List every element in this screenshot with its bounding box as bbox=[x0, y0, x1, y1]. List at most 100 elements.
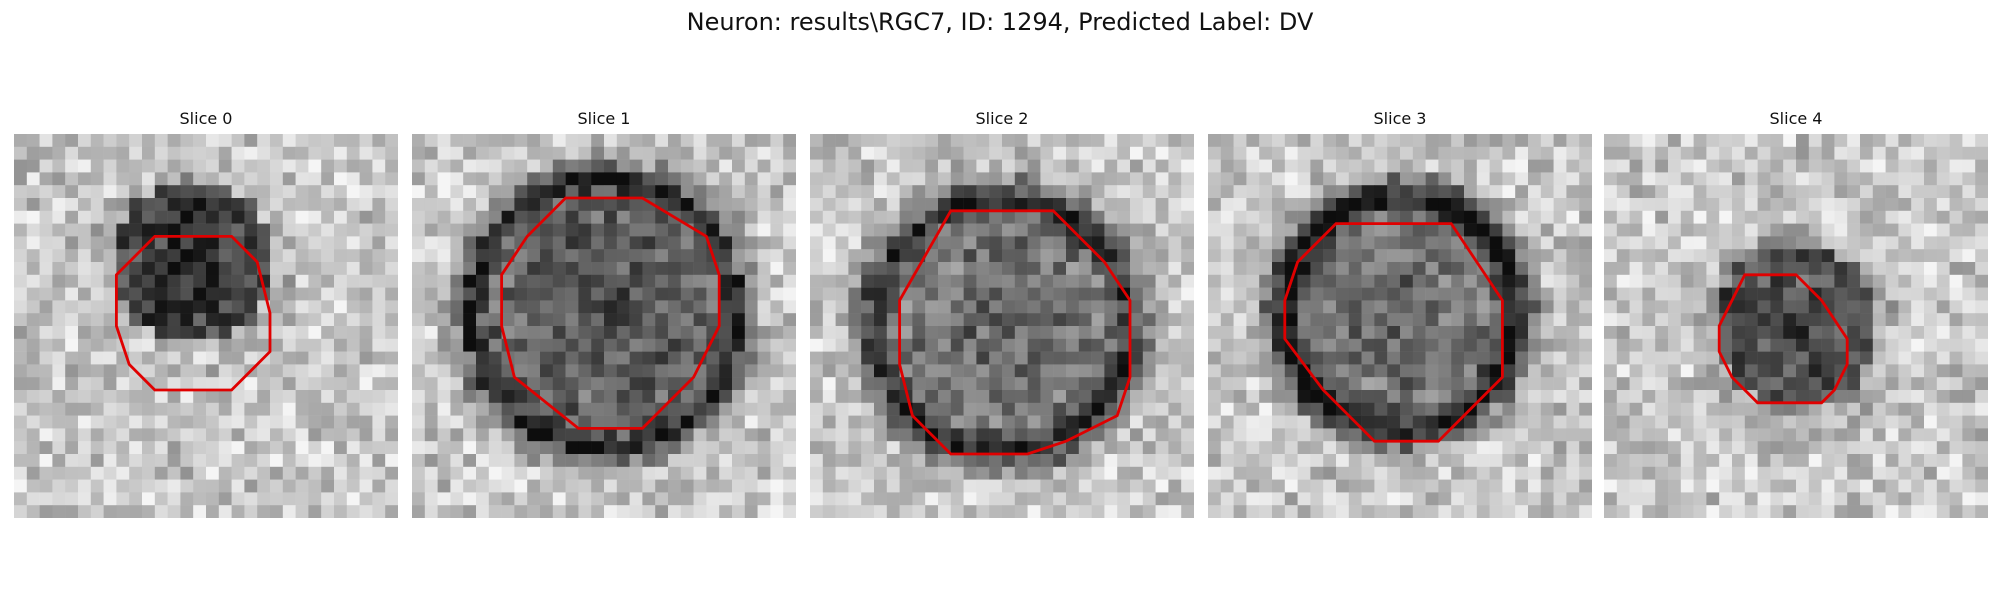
pixel bbox=[1348, 210, 1362, 224]
pixel bbox=[514, 313, 528, 327]
pixel bbox=[540, 223, 554, 237]
pixel bbox=[1078, 505, 1092, 518]
pixel bbox=[359, 287, 373, 301]
pixel bbox=[642, 300, 656, 314]
pixel bbox=[1616, 351, 1630, 365]
pixel bbox=[321, 466, 335, 480]
pixel bbox=[1680, 428, 1694, 442]
pixel bbox=[1374, 185, 1388, 199]
pixel bbox=[1361, 223, 1375, 237]
pixel bbox=[26, 454, 40, 468]
pixel bbox=[1898, 466, 1912, 480]
pixel bbox=[282, 262, 296, 276]
pixel bbox=[334, 210, 348, 224]
pixel bbox=[1374, 287, 1388, 301]
pixel bbox=[886, 134, 900, 148]
pixel bbox=[463, 466, 477, 480]
pixel bbox=[180, 454, 194, 468]
pixel bbox=[938, 415, 952, 429]
pixel bbox=[282, 479, 296, 493]
pixel bbox=[142, 505, 156, 518]
pixel bbox=[193, 505, 207, 518]
pixel bbox=[1924, 338, 1938, 352]
pixel bbox=[642, 454, 656, 468]
pixel bbox=[1014, 390, 1028, 404]
pixel bbox=[757, 134, 771, 148]
pixel bbox=[116, 210, 130, 224]
pixel bbox=[1796, 402, 1810, 416]
pixel bbox=[706, 441, 720, 455]
pixel bbox=[1155, 454, 1169, 468]
pixel bbox=[412, 262, 426, 276]
pixel bbox=[1770, 146, 1784, 160]
pixel bbox=[1464, 262, 1478, 276]
pixel bbox=[1924, 454, 1938, 468]
pixel bbox=[1297, 134, 1311, 148]
pixel bbox=[757, 262, 771, 276]
pixel bbox=[65, 300, 79, 314]
pixel bbox=[65, 287, 79, 301]
pixel bbox=[1515, 146, 1529, 160]
pixel bbox=[1732, 364, 1746, 378]
pixel bbox=[1066, 326, 1080, 340]
pixel bbox=[308, 338, 322, 352]
pixel bbox=[552, 287, 566, 301]
pixel bbox=[1553, 236, 1567, 250]
pixel bbox=[476, 249, 490, 263]
pixel bbox=[1515, 134, 1529, 148]
pixel bbox=[1616, 274, 1630, 288]
pixel bbox=[1885, 454, 1899, 468]
pixel bbox=[180, 185, 194, 199]
pixel bbox=[193, 146, 207, 160]
pixel bbox=[1680, 198, 1694, 212]
pixel bbox=[52, 505, 66, 518]
pixel bbox=[52, 236, 66, 250]
pixel bbox=[1579, 223, 1592, 237]
pixel bbox=[1642, 415, 1656, 429]
pixel bbox=[78, 287, 92, 301]
pixel bbox=[1438, 313, 1452, 327]
pixel bbox=[629, 492, 643, 506]
pixel bbox=[1936, 492, 1950, 506]
pixel bbox=[424, 249, 438, 263]
pixel bbox=[1757, 172, 1771, 186]
pixel bbox=[1091, 326, 1105, 340]
pixel bbox=[1808, 172, 1822, 186]
pixel bbox=[1451, 287, 1465, 301]
pixel bbox=[218, 210, 232, 224]
pixel bbox=[835, 262, 849, 276]
pixel bbox=[424, 326, 438, 340]
pixel bbox=[1847, 262, 1861, 276]
pixel bbox=[912, 172, 926, 186]
pixel bbox=[1155, 505, 1169, 518]
pixel bbox=[295, 466, 309, 480]
pixel bbox=[540, 249, 554, 263]
pixel bbox=[501, 159, 515, 173]
pixel bbox=[1053, 415, 1067, 429]
pixel bbox=[989, 415, 1003, 429]
pixel bbox=[732, 377, 746, 391]
pixel bbox=[1629, 172, 1643, 186]
pixel bbox=[1078, 454, 1092, 468]
pixel bbox=[1949, 210, 1963, 224]
slice-title-4: Slice 4 bbox=[1769, 109, 1823, 128]
pixel bbox=[1616, 402, 1630, 416]
pixel bbox=[1629, 287, 1643, 301]
pixel bbox=[1528, 274, 1542, 288]
pixel bbox=[732, 479, 746, 493]
pixel bbox=[1898, 415, 1912, 429]
pixel bbox=[719, 210, 733, 224]
pixel bbox=[1014, 466, 1028, 480]
pixel bbox=[295, 415, 309, 429]
pixel bbox=[1515, 441, 1529, 455]
pixel bbox=[385, 134, 398, 148]
pixel bbox=[78, 146, 92, 160]
pixel bbox=[565, 441, 579, 455]
pixel bbox=[1027, 262, 1041, 276]
pixel bbox=[629, 338, 643, 352]
pixel bbox=[552, 505, 566, 518]
pixel bbox=[950, 146, 964, 160]
pixel bbox=[334, 313, 348, 327]
pixel bbox=[1515, 492, 1529, 506]
pixel bbox=[1336, 441, 1350, 455]
